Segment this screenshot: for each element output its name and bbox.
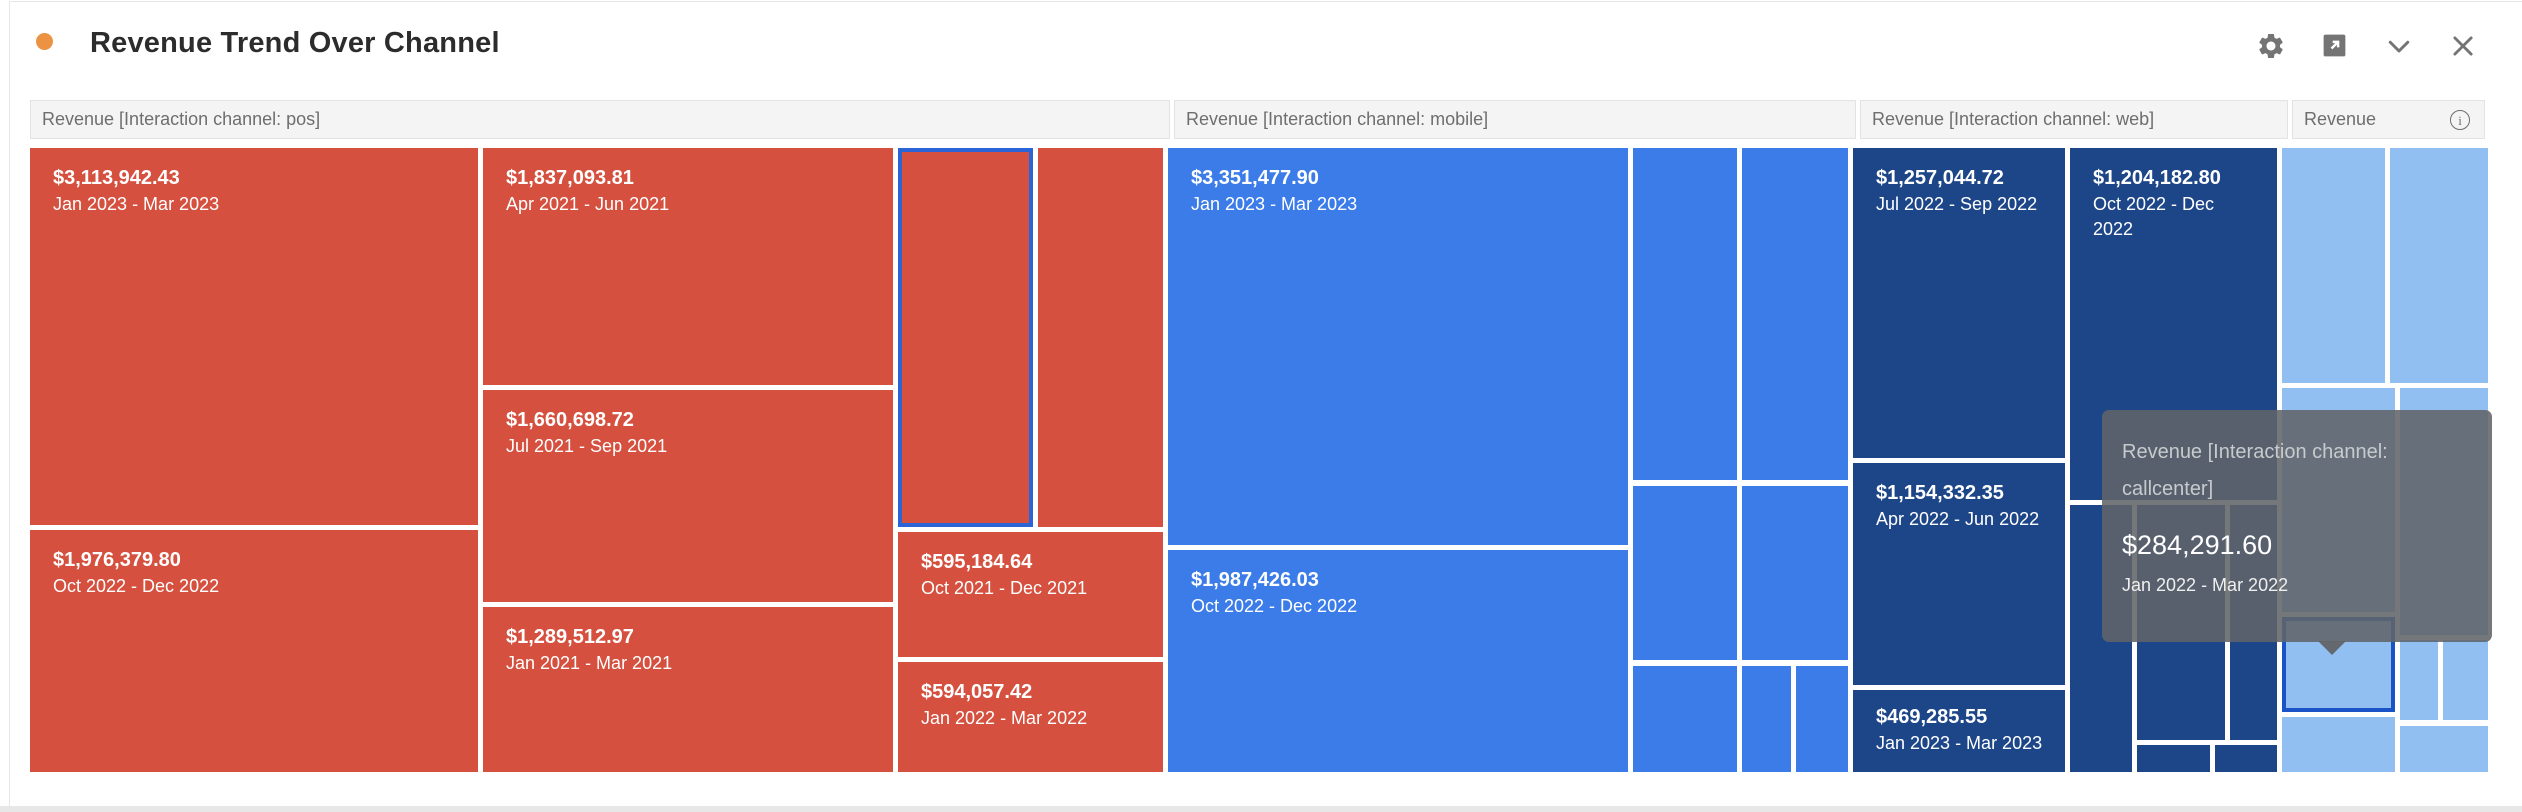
chevron-down-icon[interactable] [2383, 30, 2414, 61]
treemap-tile-mobile[interactable] [1633, 666, 1737, 772]
treemap-tile-pos-apr-2021-jun-2021[interactable]: $1,837,093.81 Apr 2021 - Jun 2021 [483, 148, 893, 385]
tile-period: Oct 2022 - Dec 2022 [53, 576, 220, 596]
tile-period: Oct 2022 - Dec 2022 [1191, 596, 1358, 616]
column-header-1: Revenue [Interaction channel: mobile] [1174, 100, 1856, 139]
tile-value: $3,351,477.90 [1191, 167, 1319, 189]
treemap-tile-callcenter-jan-2022-mar-2022[interactable] [2282, 617, 2395, 712]
widget-titlebar: Revenue Trend Over Channel [0, 16, 2522, 70]
tile-period: Jan 2021 - Mar 2021 [506, 653, 673, 673]
tile-value: $1,660,698.72 [506, 409, 634, 431]
treemap-tile-callcenter[interactable] [2400, 726, 2488, 772]
treemap-tile-web-jan-2023-mar-2023[interactable]: $469,285.55 Jan 2023 - Mar 2023 [1853, 690, 2065, 772]
tile-period: Oct 2022 - Dec 2022 [2093, 194, 2215, 239]
page-title: Revenue Trend Over Channel [90, 27, 500, 59]
panel-bottom-scrollbar[interactable] [0, 806, 2522, 812]
treemap-tile-pos-jan-2021-mar-2021[interactable]: $1,289,512.97 Jan 2021 - Mar 2021 [483, 607, 893, 772]
treemap-tile-callcenter[interactable] [2400, 388, 2488, 635]
treemap-tile-pos-oct-2021-dec-2021[interactable]: $595,184.64 Oct 2021 - Dec 2021 [898, 532, 1163, 657]
tile-period: Apr 2021 - Jun 2021 [506, 194, 670, 214]
column-header-label: Revenue [Interaction channel: web] [1872, 109, 2155, 129]
tile-value: $1,154,332.35 [1876, 482, 2004, 504]
tile-period: Oct 2021 - Dec 2021 [921, 578, 1088, 598]
tile-period: Jan 2022 - Mar 2022 [921, 708, 1088, 728]
series-color-dot [36, 33, 53, 50]
treemap-tile-mobile[interactable] [1633, 148, 1737, 480]
treemap-tile-web-apr-2022-jun-2022[interactable]: $1,154,332.35 Apr 2022 - Jun 2022 [1853, 463, 2065, 685]
tile-period: Apr 2022 - Jun 2022 [1876, 509, 2040, 529]
treemap-tile-mobile[interactable] [1742, 486, 1848, 660]
tile-value: $1,837,093.81 [506, 167, 634, 189]
treemap-tile-pos-jul-2021-sep-2021[interactable]: $1,660,698.72 Jul 2021 - Sep 2021 [483, 390, 893, 602]
tile-period: Jul 2022 - Sep 2022 [1876, 194, 2038, 214]
tile-value: $1,976,379.80 [53, 549, 181, 571]
treemap-tile-web[interactable] [2230, 505, 2277, 740]
column-header-2: Revenue [Interaction channel: web] [1860, 100, 2288, 139]
close-icon[interactable] [2447, 30, 2478, 61]
info-icon[interactable]: i [2450, 109, 2470, 130]
treemap-tile-web-jul-2022-sep-2022[interactable]: $1,257,044.72 Jul 2022 - Sep 2022 [1853, 148, 2065, 458]
treemap-tile-callcenter[interactable] [2282, 717, 2395, 772]
treemap-tile-web[interactable] [2215, 745, 2277, 772]
treemap-tile-callcenter[interactable] [2400, 640, 2438, 720]
tile-period: Jan 2023 - Mar 2023 [53, 194, 220, 214]
tile-value: $1,289,512.97 [506, 626, 634, 648]
column-header-label: Revenue [Interaction channel: mobile] [1186, 109, 1489, 129]
tile-period: Jul 2021 - Sep 2021 [506, 436, 668, 456]
treemap-tile-pos[interactable] [1038, 148, 1163, 527]
treemap-tile-web[interactable] [2137, 505, 2225, 740]
gear-icon[interactable] [2255, 30, 2286, 61]
tile-value: $1,204,182.80 [2093, 167, 2221, 189]
treemap-tile-mobile[interactable] [1742, 148, 1848, 480]
tile-value: $3,113,942.43 [53, 167, 180, 189]
treemap-tile-pos-jan-2023-mar-2023[interactable]: $3,113,942.43 Jan 2023 - Mar 2023 [30, 148, 478, 525]
treemap-tile-callcenter[interactable] [2390, 148, 2488, 383]
column-header-label: Revenue [2304, 109, 2377, 129]
treemap-tile-web-oct-2022-dec-2022[interactable]: $1,204,182.80 Oct 2022 - Dec 2022 [2070, 148, 2277, 500]
treemap-tile-web[interactable] [2070, 505, 2132, 772]
treemap-tile-mobile-jan-2023-mar-2023[interactable]: $3,351,477.90 Jan 2023 - Mar 2023 [1168, 148, 1628, 545]
resize-icon[interactable] [2319, 30, 2350, 61]
column-header-label: Revenue [Interaction channel: pos] [42, 109, 321, 129]
treemap-tile-pos-oct-2022-dec-2022[interactable]: $1,976,379.80 Oct 2022 - Dec 2022 [30, 530, 478, 772]
treemap-tile-mobile[interactable] [1742, 666, 1791, 772]
treemap-tile-mobile[interactable] [1796, 666, 1848, 772]
tile-value: $595,184.64 [921, 551, 1033, 573]
treemap-tile-callcenter[interactable] [2282, 148, 2385, 383]
column-header-3: Revenue i [2292, 100, 2485, 139]
treemap-tile-pos[interactable] [898, 148, 1033, 527]
treemap-tile-mobile[interactable] [1633, 486, 1737, 660]
treemap-tile-callcenter[interactable] [2443, 640, 2488, 720]
panel-top-border [9, 1, 2522, 2]
tile-value: $594,057.42 [921, 681, 1033, 703]
treemap-tile-mobile-oct-2022-dec-2022[interactable]: $1,987,426.03 Oct 2022 - Dec 2022 [1168, 550, 1628, 772]
widget-actions [2255, 30, 2478, 61]
tile-period: Jan 2023 - Mar 2023 [1876, 733, 2043, 753]
tile-period: Jan 2023 - Mar 2023 [1191, 194, 1358, 214]
treemap-tile-callcenter[interactable] [2282, 388, 2395, 612]
treemap-tile-web[interactable] [2137, 745, 2210, 772]
tile-value: $1,987,426.03 [1191, 569, 1319, 591]
tile-value: $1,257,044.72 [1876, 167, 2004, 189]
panel-left-border [9, 1, 10, 811]
treemap-tile-pos-jan-2022-mar-2022[interactable]: $594,057.42 Jan 2022 - Mar 2022 [898, 662, 1163, 772]
tile-value: $469,285.55 [1876, 706, 1988, 728]
column-header-0: Revenue [Interaction channel: pos] [30, 100, 1170, 139]
